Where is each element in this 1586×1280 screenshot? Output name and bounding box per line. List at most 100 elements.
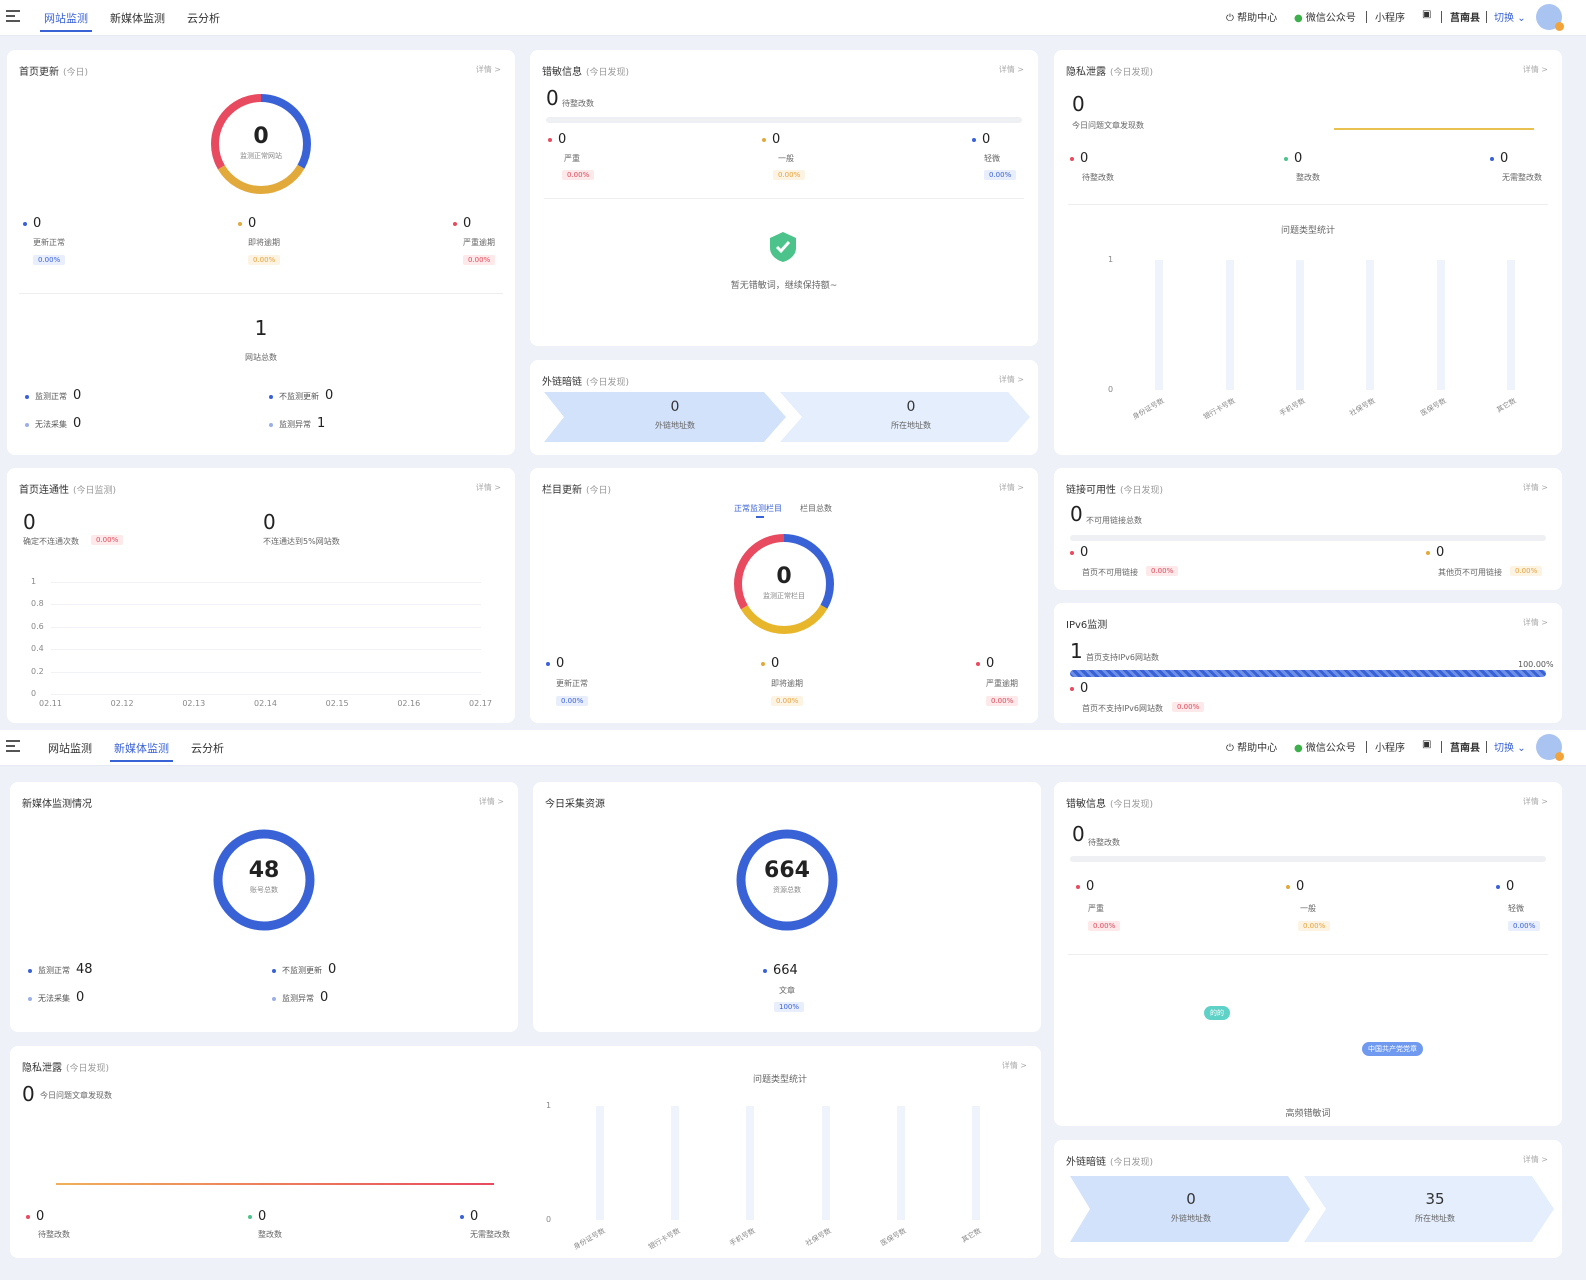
ring-value: 48 — [248, 858, 280, 883]
column-update-card: 栏目更新 (今日) 详情 > 正常监测栏目 栏目总数 0 监测正常栏目 0 更新正… — [530, 468, 1038, 723]
details-link[interactable]: 详情 > — [998, 483, 1024, 492]
list-item: 不监测更新 0 — [269, 388, 333, 403]
grid-line — [51, 671, 481, 673]
y-tick-label: 0 — [31, 689, 37, 698]
ring-value: 0 — [776, 564, 792, 589]
x-tick-label: 02.14 — [254, 699, 277, 708]
details-link[interactable]: 详情 > — [1522, 65, 1548, 74]
switch-button[interactable]: 切换 ⌄ — [1494, 13, 1526, 24]
grid-line — [51, 626, 481, 628]
tab-column-total[interactable]: 栏目总数 — [800, 504, 832, 513]
chevron-down-icon: ⌄ — [1517, 13, 1526, 24]
homepage-update-card: 首页更新 (今日) 详情 > 0 监测正常网站 0 更新正常 0.00% 0 即将… — [7, 50, 515, 455]
y-tick-label: 1 — [1108, 255, 1114, 264]
x-tick-label: 02.11 — [39, 699, 62, 708]
help-center-link[interactable]: ⏻ 帮助中心 — [1226, 13, 1278, 24]
x-tick-label: 银行卡号数 — [647, 1226, 682, 1252]
stat-percent: 0.00% — [984, 170, 1017, 180]
switch-button[interactable]: 切换 ⌄ — [1494, 743, 1526, 754]
stat-value: 0 — [453, 216, 471, 231]
menu-toggle-icon[interactable] — [6, 10, 20, 22]
card-title: 链接可用性 (今日发现) — [1066, 485, 1164, 496]
homepage-update-ring — [211, 94, 311, 194]
chart-title: 问题类型统计 — [752, 1075, 807, 1085]
x-tick-label: 社保号数 — [803, 1226, 833, 1248]
item-label: 文章 — [779, 986, 795, 995]
bar-background — [1155, 260, 1164, 390]
main-label: 不可用链接总数 — [1086, 516, 1142, 525]
details-link[interactable]: 详情 > — [998, 375, 1024, 384]
screen-icon[interactable]: ▣ — [1422, 9, 1432, 20]
tab-new-media[interactable]: 新媒体监测 — [110, 12, 165, 25]
pending-label: 待整改数 — [1088, 838, 1120, 847]
grid-line — [51, 649, 481, 651]
stat-label: 即将逾期 — [248, 238, 280, 247]
card-title: 首页连通性 (今日监测) — [19, 485, 117, 496]
details-link[interactable]: 详情 > — [1522, 618, 1548, 627]
list-item: 无法采集 0 — [28, 990, 84, 1005]
tab-normal-columns[interactable]: 正常监测栏目 — [734, 504, 782, 513]
total-label: 网站总数 — [245, 353, 277, 362]
location-label: 所在地址数 — [1415, 1214, 1455, 1223]
details-link[interactable]: 详情 > — [998, 65, 1024, 74]
tab-cloud-analysis[interactable]: 云分析 — [187, 12, 220, 25]
details-link[interactable]: 详情 > — [475, 483, 501, 492]
stat-label: 无需整改数 — [470, 1230, 510, 1239]
county-name: 莒南县 — [1450, 13, 1480, 24]
ring-label: 监测正常栏目 — [763, 592, 805, 600]
details-link[interactable]: 详情 > — [1522, 797, 1548, 806]
ring-label: 账号总数 — [250, 886, 278, 894]
mini-program-link[interactable]: 小程序 — [1375, 743, 1405, 754]
main-percent: 0.00% — [91, 535, 124, 545]
details-link[interactable]: 详情 > — [1522, 483, 1548, 492]
wechat-link[interactable]: ● 微信公众号 — [1294, 743, 1356, 754]
tab-cloud-analysis[interactable]: 云分析 — [191, 742, 224, 755]
tab-website-monitor[interactable]: 网站监测 — [40, 12, 92, 32]
help-center-link[interactable]: ⏻ 帮助中心 — [1226, 743, 1278, 754]
location-count: 0 — [906, 399, 916, 415]
stat-label: 严重逾期 — [986, 679, 1018, 688]
card-title: 外链暗链 (今日发现) — [1066, 1157, 1154, 1168]
main-value: 1 — [1070, 639, 1083, 663]
card-title: 隐私泄露 (今日发现) — [1066, 67, 1154, 78]
stat-label: 其他页不可用链接 — [1438, 568, 1502, 577]
y-tick-label: 0.6 — [31, 621, 44, 631]
stat-percent: 0.00% — [1510, 566, 1543, 576]
y-tick-label: 1 — [546, 1101, 552, 1110]
ring-value: 664 — [764, 858, 810, 883]
grid-line — [51, 582, 481, 583]
stat-label: 首页不可用链接 — [1082, 568, 1138, 577]
details-link[interactable]: 详情 > — [478, 797, 504, 806]
stat-label: 首页不支持IPv6网站数 — [1082, 704, 1164, 713]
details-link[interactable]: 详情 > — [1522, 1155, 1548, 1164]
privacy-leak-card: 隐私泄露 (今日发现) 详情 > 0 今日问题文章发现数 0 待整改数 0 整改数… — [1054, 50, 1562, 455]
mini-program-link[interactable]: 小程序 — [1375, 13, 1405, 24]
x-tick-label: 医保号数 — [879, 1226, 908, 1248]
x-tick-label: 02.13 — [182, 699, 206, 708]
tab-website-monitor[interactable]: 网站监测 — [48, 742, 92, 755]
details-link[interactable]: 详情 > — [1001, 1061, 1027, 1070]
tab-new-media[interactable]: 新媒体监测 — [110, 742, 173, 762]
top-bar: 网站监测 新媒体监测 云分析 ⏻ 帮助中心 ● 微信公众号 小程序 ▣ 莒南县 … — [0, 0, 1586, 36]
word-cloud-tag[interactable]: 的的 — [1204, 1006, 1230, 1020]
x-tick-label: 身份证号数 — [571, 1226, 607, 1252]
sub-label: 不连通达到5%网站数 — [263, 537, 340, 546]
pending-value: 0 — [546, 86, 559, 110]
avatar[interactable] — [1536, 734, 1564, 761]
screen-icon[interactable]: ▣ — [1422, 739, 1432, 750]
stat-label: 严重 — [564, 154, 580, 163]
details-link[interactable]: 详情 > — [475, 65, 501, 74]
power-icon: ⏻ — [1226, 743, 1234, 754]
list-item: 监测正常 48 — [28, 962, 93, 977]
blue-dot — [23, 221, 27, 226]
main-label: 今日问题文章发现数 — [1072, 121, 1144, 130]
location-count: 35 — [1425, 1190, 1445, 1208]
word-cloud-tag[interactable]: 中国共产党党章 — [1362, 1042, 1423, 1056]
chevron-down-icon: ⌄ — [1517, 743, 1526, 754]
list-item: 监测异常 1 — [269, 416, 325, 431]
pending-value: 0 — [1072, 822, 1085, 846]
avatar[interactable] — [1536, 4, 1564, 31]
pending-label: 待整改数 — [562, 99, 594, 108]
menu-toggle-icon[interactable] — [6, 740, 20, 752]
wechat-link[interactable]: ● 微信公众号 — [1294, 13, 1356, 24]
